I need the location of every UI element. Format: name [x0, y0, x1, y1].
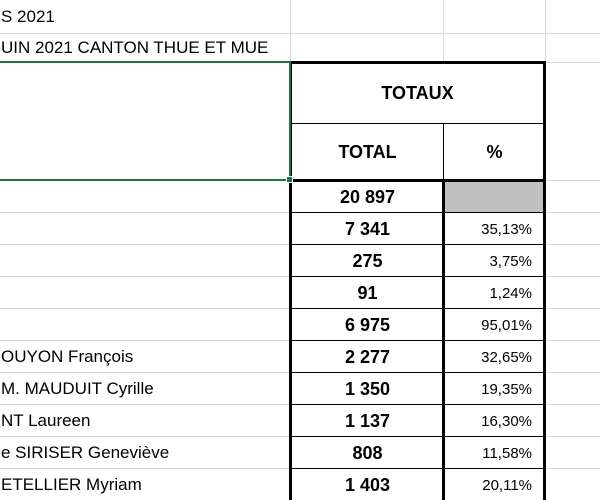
row-percent[interactable]: 20,11%: [482, 476, 532, 494]
table-border: [291, 276, 544, 277]
row-label[interactable]: M. MAUDUIT Cyrille: [1, 379, 154, 398]
fill-handle[interactable]: [286, 176, 293, 183]
table-border: [289, 62, 292, 500]
selection-border: [0, 61, 291, 63]
row-total[interactable]: 6 975: [344, 314, 391, 335]
gridline: [0, 33, 600, 34]
table-border: [289, 61, 546, 64]
selected-merged-cell[interactable]: [0, 63, 289, 180]
title-line-1[interactable]: S 2021: [1, 7, 55, 26]
row-percent[interactable]: 1,24%: [489, 284, 532, 302]
row-label[interactable]: OUYON François: [1, 347, 134, 366]
table-border: [291, 212, 544, 213]
header-percent[interactable]: %: [486, 141, 503, 162]
row-label[interactable]: [0, 213, 290, 245]
row-total[interactable]: 20 897: [339, 186, 396, 207]
table-border: [291, 468, 544, 469]
row-percent[interactable]: 95,01%: [481, 316, 532, 334]
row-label[interactable]: [0, 309, 290, 341]
table-border: [291, 436, 544, 437]
table-border: [291, 340, 544, 341]
selection-border: [0, 179, 288, 181]
row-percent[interactable]: 3,75%: [489, 252, 532, 270]
table-border: [291, 308, 544, 309]
row-percent[interactable]: 11,58%: [482, 444, 532, 462]
row-total[interactable]: 91: [357, 282, 378, 303]
empty-percent-cell[interactable]: [445, 182, 544, 212]
row-percent[interactable]: 35,13%: [481, 220, 532, 238]
table-border: [291, 404, 544, 405]
row-total[interactable]: 808: [352, 442, 383, 463]
row-total[interactable]: 275: [352, 250, 383, 271]
row-percent[interactable]: 16,30%: [481, 412, 532, 430]
header-total[interactable]: TOTAL: [338, 141, 397, 162]
table-border: [291, 372, 544, 373]
row-label[interactable]: e SIRISER Geneviève: [1, 443, 170, 462]
table-border: [291, 123, 544, 124]
header-block: [291, 63, 544, 180]
row-label[interactable]: ETELLIER Myriam: [1, 475, 142, 494]
selection-border: [289, 61, 291, 181]
row-total[interactable]: 7 341: [344, 218, 391, 239]
table-border: [291, 244, 544, 245]
table-border: [543, 62, 546, 500]
row-label[interactable]: [0, 245, 290, 277]
title-line-2[interactable]: UIN 2021 CANTON THUE ET MUE: [1, 38, 269, 57]
row-total[interactable]: 1 350: [344, 378, 391, 399]
row-label[interactable]: [0, 277, 290, 309]
row-total[interactable]: 1 403: [344, 474, 391, 495]
row-percent[interactable]: 19,35%: [481, 380, 532, 398]
table-border: [289, 179, 546, 182]
row-label[interactable]: [0, 181, 290, 213]
row-label[interactable]: NT Laureen: [1, 411, 91, 430]
row-percent[interactable]: 32,65%: [481, 348, 532, 366]
row-total[interactable]: 2 277: [344, 346, 391, 367]
row-total[interactable]: 1 137: [344, 410, 391, 431]
row-percent[interactable]: [445, 181, 544, 213]
header-totaux[interactable]: TOTAUX: [381, 82, 454, 103]
